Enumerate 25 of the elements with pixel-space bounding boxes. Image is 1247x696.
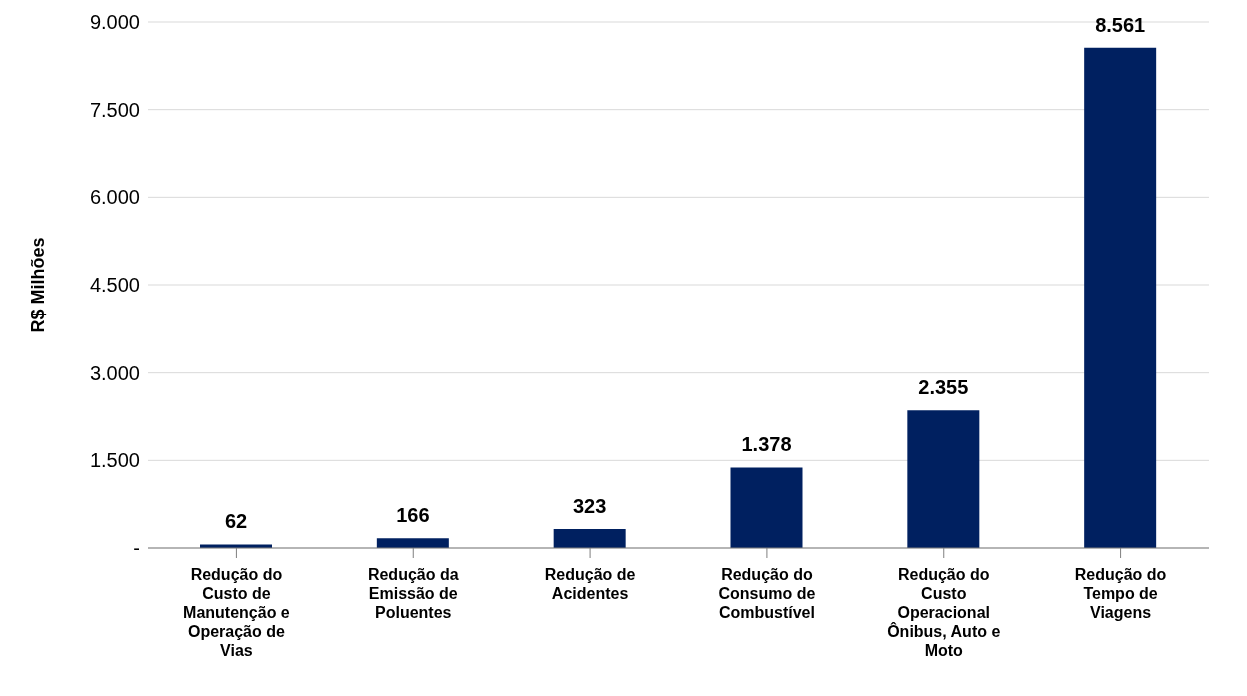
x-tick-label: Redução de Acidentes: [544, 566, 636, 602]
bar: [907, 410, 980, 548]
y-axis-title: R$ Milhões: [28, 237, 49, 333]
x-tick-label: Redução do Custo Operacional Ônibus, Auto e Moto: [887, 566, 1001, 659]
data-label: 8.561: [1095, 13, 1146, 36]
bar: [730, 467, 803, 548]
x-tick-label: Redução do Custo de Manutenção e Operação de Vias: [183, 566, 290, 659]
data-label: 62: [224, 510, 248, 533]
data-label: 166: [396, 504, 430, 527]
x-tick-label: Redução da Emissão de Poluentes: [367, 566, 459, 621]
y-tick-label: 3.000: [89, 361, 140, 384]
bar: [553, 529, 626, 548]
data-label: 1.378: [741, 433, 792, 456]
y-tick-label: 4.500: [89, 274, 140, 297]
data-label: 323: [572, 495, 607, 518]
x-tick-label: Redução do Tempo de Viagens: [1074, 566, 1167, 621]
y-tick-label: 7.500: [89, 98, 140, 121]
bar: [1084, 47, 1157, 548]
bar: [376, 538, 449, 548]
x-tick-label: Redução do Consumo de Combustível: [718, 566, 816, 621]
data-label: 2.355: [918, 376, 969, 399]
y-tick-label: 6.000: [89, 186, 140, 209]
y-tick-label: 1.500: [89, 449, 140, 472]
y-tick-label: 9.000: [89, 11, 140, 34]
y-tick-label: -: [133, 537, 140, 560]
